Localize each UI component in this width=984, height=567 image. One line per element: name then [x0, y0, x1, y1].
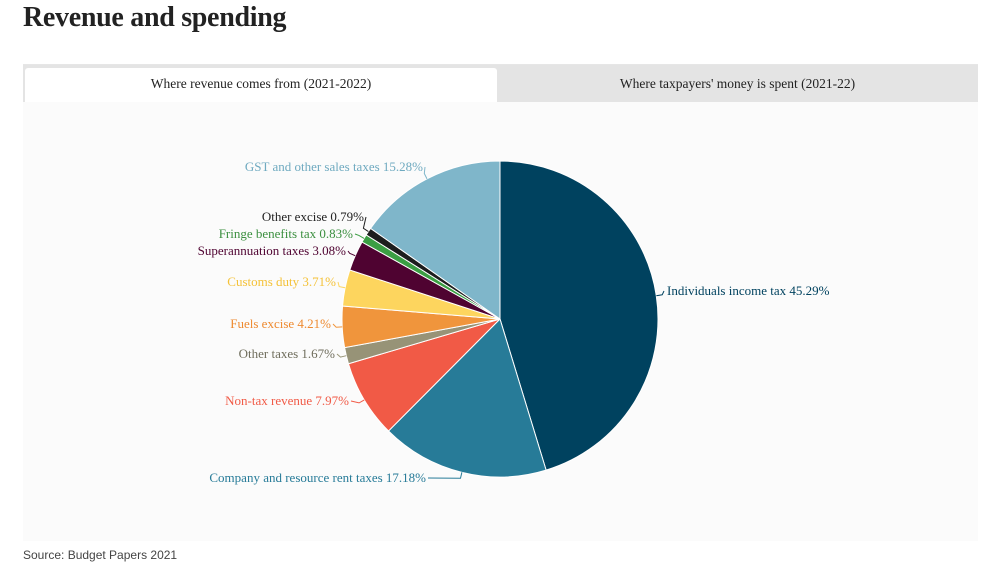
- pie-slice: [369, 160, 501, 320]
- pie-slice: [499, 160, 659, 471]
- pie-slice: [387, 318, 547, 478]
- leader-line: [354, 233, 365, 239]
- slice-labels: Individuals income tax 45.29% Company and…: [198, 159, 830, 485]
- leader-line: [336, 353, 347, 358]
- leader-lines: [332, 166, 665, 479]
- leader-line: [427, 472, 463, 479]
- slice-label: Fringe benefits tax 0.83%: [219, 226, 353, 241]
- slice-label: Individuals income tax 45.29%: [667, 283, 830, 298]
- leader-line: [332, 323, 343, 328]
- tab-revenue[interactable]: Where revenue comes from (2021-2022): [25, 68, 497, 102]
- page-title: Revenue and spending: [23, 2, 287, 33]
- pie-slices: [341, 160, 659, 478]
- leader-line: [656, 290, 665, 297]
- slice-label: Customs duty 3.71%: [227, 274, 336, 289]
- slice-label: Other excise 0.79%: [262, 209, 364, 224]
- leader-line: [362, 216, 369, 233]
- leader-line: [347, 250, 356, 257]
- slice-label: Other taxes 1.67%: [239, 346, 336, 361]
- slice-label: GST and other sales taxes 15.28%: [245, 159, 423, 174]
- slice-label: Superannuation taxes 3.08%: [198, 243, 347, 258]
- tab-bar: Where revenue comes from (2021-2022) Whe…: [23, 65, 978, 102]
- leader-line: [423, 166, 428, 180]
- slice-label: Non-tax revenue 7.97%: [225, 393, 349, 408]
- source-note: Source: Budget Papers 2021: [23, 548, 178, 562]
- slice-label: Company and resource rent taxes 17.18%: [209, 470, 426, 485]
- slice-label: Fuels excise 4.21%: [230, 316, 331, 331]
- tab-spending[interactable]: Where taxpayers' money is spent (2021-22…: [619, 76, 856, 91]
- leader-line: [350, 399, 365, 404]
- leader-line: [337, 281, 346, 289]
